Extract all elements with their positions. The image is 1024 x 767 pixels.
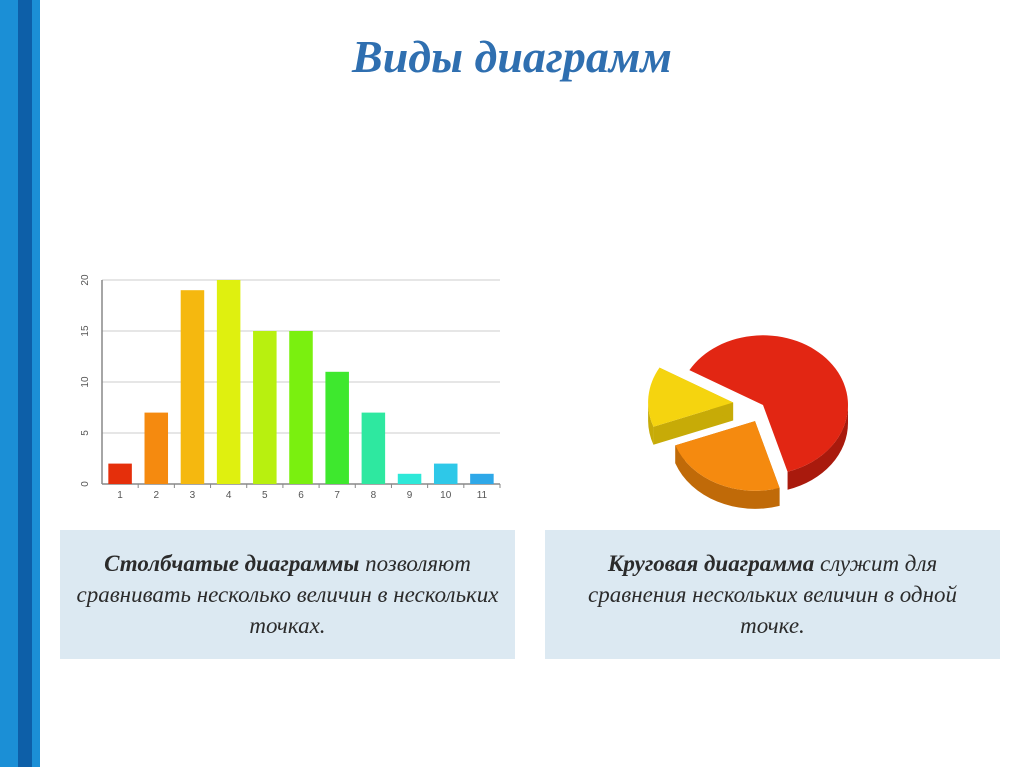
svg-text:0: 0	[80, 481, 91, 487]
bar-caption: Столбчатые диаграммы позволяют сравниват…	[60, 530, 515, 659]
svg-text:10: 10	[80, 376, 91, 388]
pie-chart-area	[545, 260, 1000, 520]
pie-chart	[643, 270, 903, 510]
stripe-inner	[18, 0, 32, 767]
svg-text:6: 6	[298, 490, 304, 501]
bar-caption-lead: Столбчатые диаграммы	[104, 551, 359, 576]
bar-column: 0 5 10 15 20 1 2 3 4 5 6 7 8 9 10 11 Столбчатые диаграм…	[60, 260, 515, 659]
svg-text:2: 2	[153, 490, 159, 501]
svg-text:1: 1	[117, 490, 123, 501]
svg-text:4: 4	[225, 490, 231, 501]
pie-caption: Круговая диаграмма служит для сравнения …	[545, 530, 1000, 659]
content-row: 0 5 10 15 20 1 2 3 4 5 6 7 8 9 10 11 Столбчатые диаграм…	[60, 260, 1000, 659]
svg-text:15: 15	[80, 325, 91, 337]
svg-text:20: 20	[80, 274, 91, 286]
svg-text:5: 5	[262, 490, 268, 501]
slide: Виды диаграмм 0 5 10 15 20 1 2 3 4 5 6 7 8 9 10 11 Стол…	[0, 0, 1024, 767]
svg-text:9: 9	[406, 490, 412, 501]
bar-chart-area: 0 5 10 15 20 1 2 3 4 5 6 7 8 9 10 11	[60, 260, 515, 520]
svg-text:8: 8	[370, 490, 376, 501]
page-title: Виды диаграмм	[0, 30, 1024, 83]
title-text: Виды диаграмм	[352, 31, 672, 82]
svg-text:7: 7	[334, 490, 340, 501]
svg-text:11: 11	[476, 490, 487, 501]
svg-text:10: 10	[440, 490, 452, 501]
bar-chart: 0 5 10 15 20 1 2 3 4 5 6 7 8 9 10 11	[68, 270, 508, 510]
svg-text:5: 5	[80, 430, 91, 436]
svg-text:3: 3	[189, 490, 195, 501]
pie-column: Круговая диаграмма служит для сравнения …	[545, 260, 1000, 659]
pie-caption-lead: Круговая диаграмма	[608, 551, 814, 576]
pie-svg	[643, 270, 903, 510]
left-accent-stripe	[0, 0, 40, 767]
